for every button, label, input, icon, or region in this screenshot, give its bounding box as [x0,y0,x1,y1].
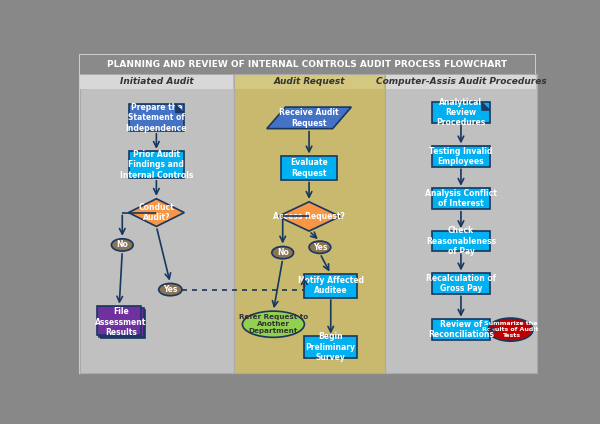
Text: Analysis Conflict
of Interest: Analysis Conflict of Interest [425,189,497,209]
Polygon shape [128,199,184,226]
Text: Prepare the
Statement of
Independence: Prepare the Statement of Independence [125,103,187,133]
Polygon shape [267,107,351,128]
FancyBboxPatch shape [235,75,384,89]
Text: Refer Request to
Another
Department: Refer Request to Another Department [239,314,308,334]
FancyBboxPatch shape [304,336,358,359]
Text: Initiated Audit: Initiated Audit [119,77,193,86]
FancyBboxPatch shape [80,56,535,373]
Text: Audit Request: Audit Request [274,77,345,86]
Text: Yes: Yes [163,285,178,294]
Polygon shape [482,103,490,110]
Ellipse shape [488,318,533,341]
Ellipse shape [112,239,133,251]
FancyBboxPatch shape [80,75,233,89]
Polygon shape [176,105,184,112]
Text: Begin
Preliminary
Survey: Begin Preliminary Survey [306,332,356,362]
Polygon shape [278,202,340,231]
FancyBboxPatch shape [432,273,490,294]
FancyBboxPatch shape [386,75,536,89]
Text: Notify Affected
Auditee: Notify Affected Auditee [298,276,364,296]
Text: No: No [277,248,289,257]
FancyBboxPatch shape [100,308,143,337]
FancyBboxPatch shape [80,74,234,373]
FancyBboxPatch shape [80,56,535,74]
Text: No: No [116,240,128,249]
Ellipse shape [158,283,182,296]
Text: PLANNING AND REVIEW OF INTERNAL CONTROLS AUDIT PROCESS FLOWCHART: PLANNING AND REVIEW OF INTERNAL CONTROLS… [107,60,508,69]
FancyBboxPatch shape [304,274,358,298]
Text: File
Assessment
Results: File Assessment Results [95,307,147,337]
Text: Review of
Reconciliations: Review of Reconciliations [428,320,494,339]
FancyBboxPatch shape [234,74,385,373]
FancyBboxPatch shape [129,104,184,131]
Text: Check
Reasonableness
of Pay: Check Reasonableness of Pay [426,226,496,256]
FancyBboxPatch shape [432,146,490,167]
Text: Prior Audit
Findings and
Internal Controls: Prior Audit Findings and Internal Contro… [119,150,193,180]
Text: Conduct
Audit?: Conduct Audit? [139,203,174,222]
Ellipse shape [242,311,304,338]
FancyBboxPatch shape [101,310,145,338]
FancyBboxPatch shape [129,151,184,179]
Text: Analytical
Review
Procedures: Analytical Review Procedures [436,98,485,127]
FancyBboxPatch shape [281,156,337,180]
Ellipse shape [272,246,293,259]
FancyBboxPatch shape [432,102,490,123]
FancyBboxPatch shape [432,188,490,209]
Text: Testing Invalid
Employees: Testing Invalid Employees [429,147,493,166]
Text: Receive Audit
Request: Receive Audit Request [279,108,339,128]
FancyBboxPatch shape [385,74,537,373]
FancyBboxPatch shape [432,319,490,340]
FancyBboxPatch shape [97,306,141,335]
Text: Computer-Assis Audit Procedures: Computer-Assis Audit Procedures [376,77,547,86]
Ellipse shape [309,241,331,254]
Text: Recalculation of
Gross Pay: Recalculation of Gross Pay [426,274,496,293]
Text: Yes: Yes [313,243,327,252]
Text: Access Request?: Access Request? [273,212,345,221]
FancyBboxPatch shape [432,231,490,251]
Text: Evaluate
Request: Evaluate Request [290,158,328,178]
Text: Summarize the
Results of Audit
Tests: Summarize the Results of Audit Tests [482,321,539,338]
